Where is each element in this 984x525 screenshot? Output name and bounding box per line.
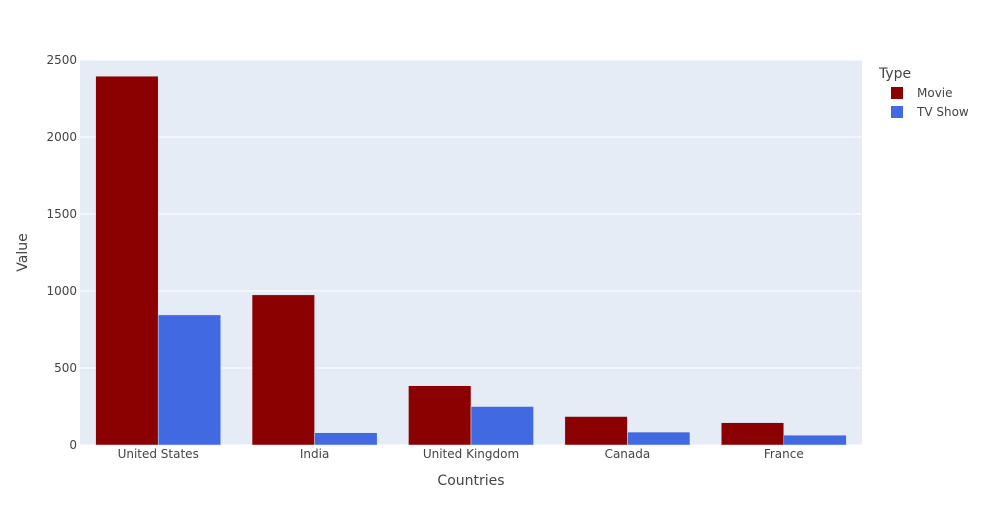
y-tick-label: 1000 [46, 284, 77, 298]
legend-label: Movie [917, 86, 953, 100]
legend[interactable]: Type Movie TV Show [878, 66, 969, 119]
x-tick-label: France [764, 447, 804, 461]
legend-label: TV Show [916, 105, 969, 119]
x-axis-ticks: United States India United Kingdom Canada Fr… [118, 447, 804, 461]
bar-movie-france[interactable] [720, 422, 785, 446]
bar-movie-united-states[interactable] [95, 75, 159, 446]
x-tick-label: Canada [605, 447, 651, 461]
bar-movie-india[interactable] [251, 294, 315, 446]
x-tick-label: United Kingdom [423, 447, 519, 461]
y-tick-label: 2000 [46, 130, 77, 144]
y-tick-label: 2500 [46, 53, 77, 67]
x-tick-label: India [300, 447, 329, 461]
legend-item-movie[interactable]: Movie [891, 86, 953, 100]
bar-movie-united-kingdom[interactable] [408, 385, 472, 446]
y-tick-label: 500 [54, 361, 77, 375]
x-axis-title: Countries [437, 473, 504, 489]
bar-tv-show-united-states[interactable] [157, 314, 222, 446]
bar-tv-show-india[interactable] [314, 432, 378, 446]
legend-title: Type [878, 66, 911, 82]
bar-tv-show-france[interactable] [783, 434, 847, 446]
bars [95, 75, 847, 446]
bar-movie-canada[interactable] [564, 416, 628, 446]
legend-item-tv-show[interactable]: TV Show [891, 105, 969, 119]
legend-swatch [891, 106, 903, 118]
y-tick-label: 1500 [46, 207, 77, 221]
x-tick-label: United States [118, 447, 199, 461]
y-axis-title: Value [15, 233, 31, 271]
legend-items[interactable]: Movie TV Show [891, 86, 969, 119]
y-axis-ticks: 0 500 1000 1500 2000 2500 [46, 53, 77, 452]
legend-swatch [891, 87, 903, 99]
bar-tv-show-canada[interactable] [627, 431, 691, 446]
bar-tv-show-united-kingdom[interactable] [470, 406, 534, 446]
y-tick-label: 0 [69, 438, 77, 452]
